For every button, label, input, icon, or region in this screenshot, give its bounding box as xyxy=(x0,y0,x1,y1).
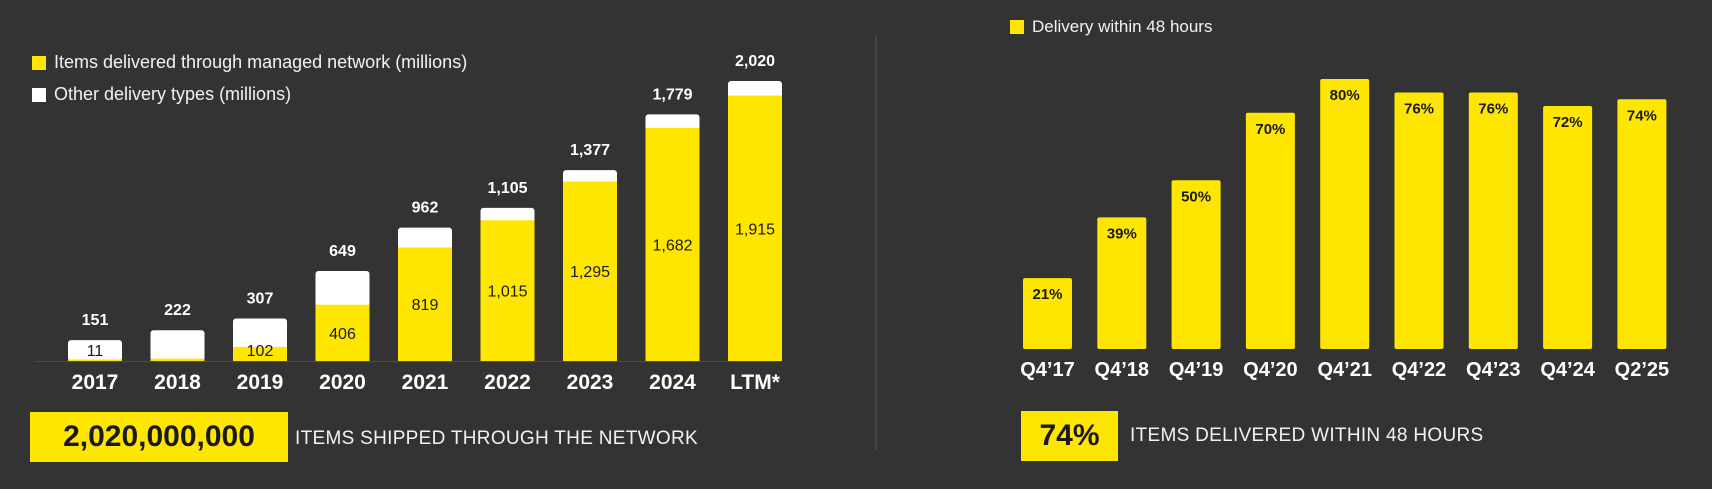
bar-value-label: 72% xyxy=(1553,114,1583,131)
bar-total-label: 222 xyxy=(164,302,191,319)
bar-value-label: 1,915 xyxy=(735,221,775,238)
x-tick-label: Q4’23 xyxy=(1466,359,1520,381)
bar-48h-delivery xyxy=(1394,92,1444,349)
bar-total-label: 1,377 xyxy=(570,142,610,159)
x-tick-label: 2020 xyxy=(319,371,366,394)
bar-48h-delivery xyxy=(1245,112,1295,349)
bar-value-label: 1,295 xyxy=(570,264,610,281)
bar-48h-delivery xyxy=(1543,106,1593,349)
x-tick-label: 2022 xyxy=(484,371,531,394)
bar-value-label: 74% xyxy=(1627,107,1657,124)
legend-label-48h: Delivery within 48 hours xyxy=(1032,17,1213,36)
bar-total-label: 1,105 xyxy=(487,180,527,197)
bar-value-label: 80% xyxy=(1330,87,1360,104)
delivered-48h-badge: 74% xyxy=(1021,411,1118,461)
bar-value-label: 21% xyxy=(1032,286,1062,303)
bar-managed-network xyxy=(398,247,452,361)
bar-value-label: 406 xyxy=(329,326,356,343)
bar-48h-delivery xyxy=(1171,180,1221,349)
bar-managed-network xyxy=(728,95,782,362)
bar-other-delivery xyxy=(150,330,205,361)
bar-value-label: 819 xyxy=(412,297,439,314)
x-tick-label: 2021 xyxy=(402,371,449,394)
x-tick-label: Q4’20 xyxy=(1243,359,1297,381)
bar-other-delivery xyxy=(68,340,122,361)
bar-total-label: 151 xyxy=(82,312,109,329)
bar-value-label: 1,015 xyxy=(487,284,527,301)
bar-value-label: 76% xyxy=(1478,101,1508,118)
x-tick-label: Q4’24 xyxy=(1540,359,1595,381)
bar-48h-delivery xyxy=(1023,278,1072,349)
bar-value-label: 70% xyxy=(1255,121,1285,138)
x-tick-label: 2019 xyxy=(237,371,284,394)
x-tick-label: Q2’25 xyxy=(1615,359,1669,381)
x-tick-label: Q4’17 xyxy=(1020,359,1074,381)
bar-managed-network xyxy=(315,304,370,361)
bar-managed-network xyxy=(645,127,700,361)
bar-managed-network xyxy=(563,181,617,361)
panel-divider xyxy=(875,36,877,450)
bar-48h-delivery xyxy=(1617,99,1667,349)
bar-value-label: 50% xyxy=(1181,188,1211,205)
x-tick-label: Q4’22 xyxy=(1392,359,1446,381)
legend-item-managed-network: Items delivered through managed network … xyxy=(32,52,467,73)
bar-48h-delivery xyxy=(1468,92,1518,349)
bar-total-label: 1,779 xyxy=(652,86,692,103)
x-tick-label: 2024 xyxy=(649,371,696,394)
x-tick-label: Q4’18 xyxy=(1095,359,1149,381)
bar-managed-network xyxy=(68,359,122,361)
delivered-48h-caption: ITEMS DELIVERED WITHIN 48 HOURS xyxy=(1130,425,1484,446)
bar-value-label: 102 xyxy=(247,343,274,360)
x-tick-label: Q4’19 xyxy=(1169,359,1223,381)
bar-total-label: 307 xyxy=(247,290,274,307)
bar-value-label: 76% xyxy=(1404,101,1434,118)
bar-value-label: 11 xyxy=(87,343,104,360)
legend-swatch-white xyxy=(32,87,46,102)
bar-48h-delivery xyxy=(1097,217,1147,349)
x-tick-label: 2023 xyxy=(567,371,614,394)
x-tick-label: 2017 xyxy=(72,371,119,394)
items-shipped-badge: 2,020,000,000 xyxy=(30,412,288,462)
legend-item-other-delivery: Other delivery types (millions) xyxy=(32,84,291,105)
legend-label-other-delivery: Other delivery types (millions) xyxy=(54,84,292,104)
items-shipped-caption: ITEMS SHIPPED THROUGH THE NETWORK xyxy=(295,428,698,449)
legend-swatch-yellow xyxy=(1010,20,1024,34)
x-tick-label: LTM* xyxy=(730,371,781,394)
legend-label-managed-network: Items delivered through managed network … xyxy=(54,52,468,72)
bar-48h-delivery xyxy=(1320,79,1370,349)
bar-value-label: 1,682 xyxy=(652,237,692,254)
bar-managed-network xyxy=(233,346,287,361)
bar-managed-network xyxy=(150,358,205,361)
bar-managed-network xyxy=(480,220,535,361)
bar-total-label: 649 xyxy=(329,243,356,260)
bar-total-label: 2,020 xyxy=(735,53,775,70)
x-tick-label: 2018 xyxy=(154,371,201,394)
bar-total-label: 962 xyxy=(412,200,439,217)
legend-item-48h: Delivery within 48 hours xyxy=(1010,17,1212,37)
legend-swatch-yellow xyxy=(32,55,46,70)
x-tick-label: Q4’21 xyxy=(1317,359,1371,381)
bar-value-label: 39% xyxy=(1107,225,1137,242)
